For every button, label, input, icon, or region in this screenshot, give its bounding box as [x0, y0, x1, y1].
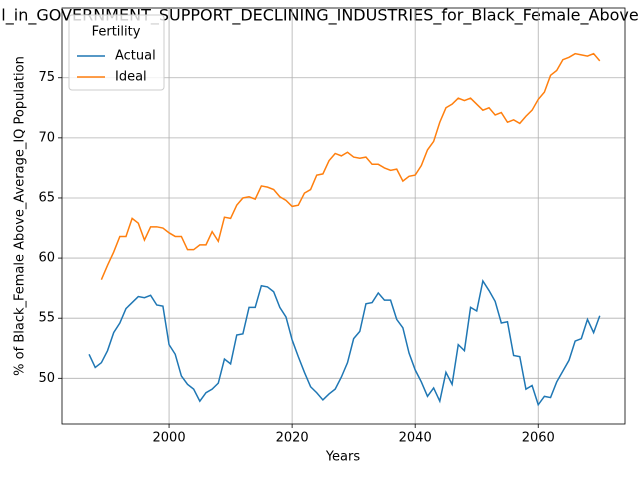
y-axis-label: % of Black_Female Above_Average_IQ Popul… [13, 56, 28, 376]
x-tick-label: 2040 [399, 431, 432, 446]
x-tick-label: 2020 [276, 431, 309, 446]
y-tick-label: 65 [38, 190, 55, 205]
y-tick-label: 50 [38, 371, 55, 386]
x-tick-label: 2060 [522, 431, 555, 446]
y-tick-label: 75 [38, 70, 55, 85]
x-tick-label: 2000 [153, 431, 186, 446]
y-tick-label: 60 [38, 251, 55, 266]
y-tick-label: 55 [38, 311, 55, 326]
data-line [100, 52, 601, 281]
x-axis-label: Years [325, 450, 361, 465]
legend-label: Actual [115, 49, 156, 64]
plot-frame [61, 7, 626, 425]
y-tick-label: 70 [38, 130, 55, 145]
legend-title: Fertility [92, 25, 141, 40]
data-line [88, 278, 601, 407]
legend-box [68, 14, 165, 91]
legend-label: Ideal [115, 70, 147, 85]
